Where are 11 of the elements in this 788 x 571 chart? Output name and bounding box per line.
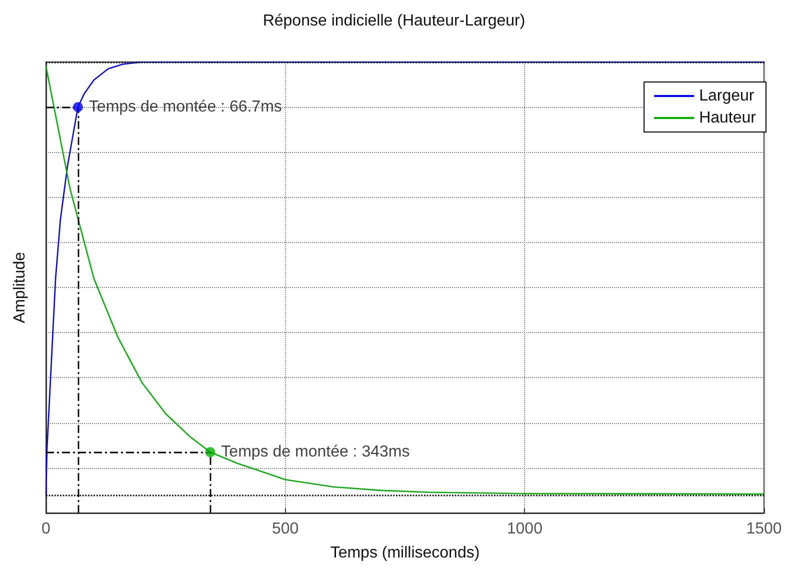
annotation: Temps de montée : 66.7ms: [88, 98, 282, 116]
x-tick-label: 500: [272, 520, 299, 538]
y-axis-title: Amplitude: [12, 252, 28, 324]
chart-title: Réponse indicielle (Hauteur-Largeur): [262, 12, 526, 30]
x-tick-label: 0: [42, 520, 51, 538]
annotation: Temps de montée : 343ms: [221, 444, 410, 461]
x-tick-label: 1500: [746, 520, 782, 538]
x-tick-label: 1000: [506, 520, 543, 538]
legend-label: Largeur: [699, 88, 755, 104]
legend-label: Hauteur: [699, 110, 757, 126]
x-axis-title: Temps (milliseconds): [330, 544, 480, 562]
